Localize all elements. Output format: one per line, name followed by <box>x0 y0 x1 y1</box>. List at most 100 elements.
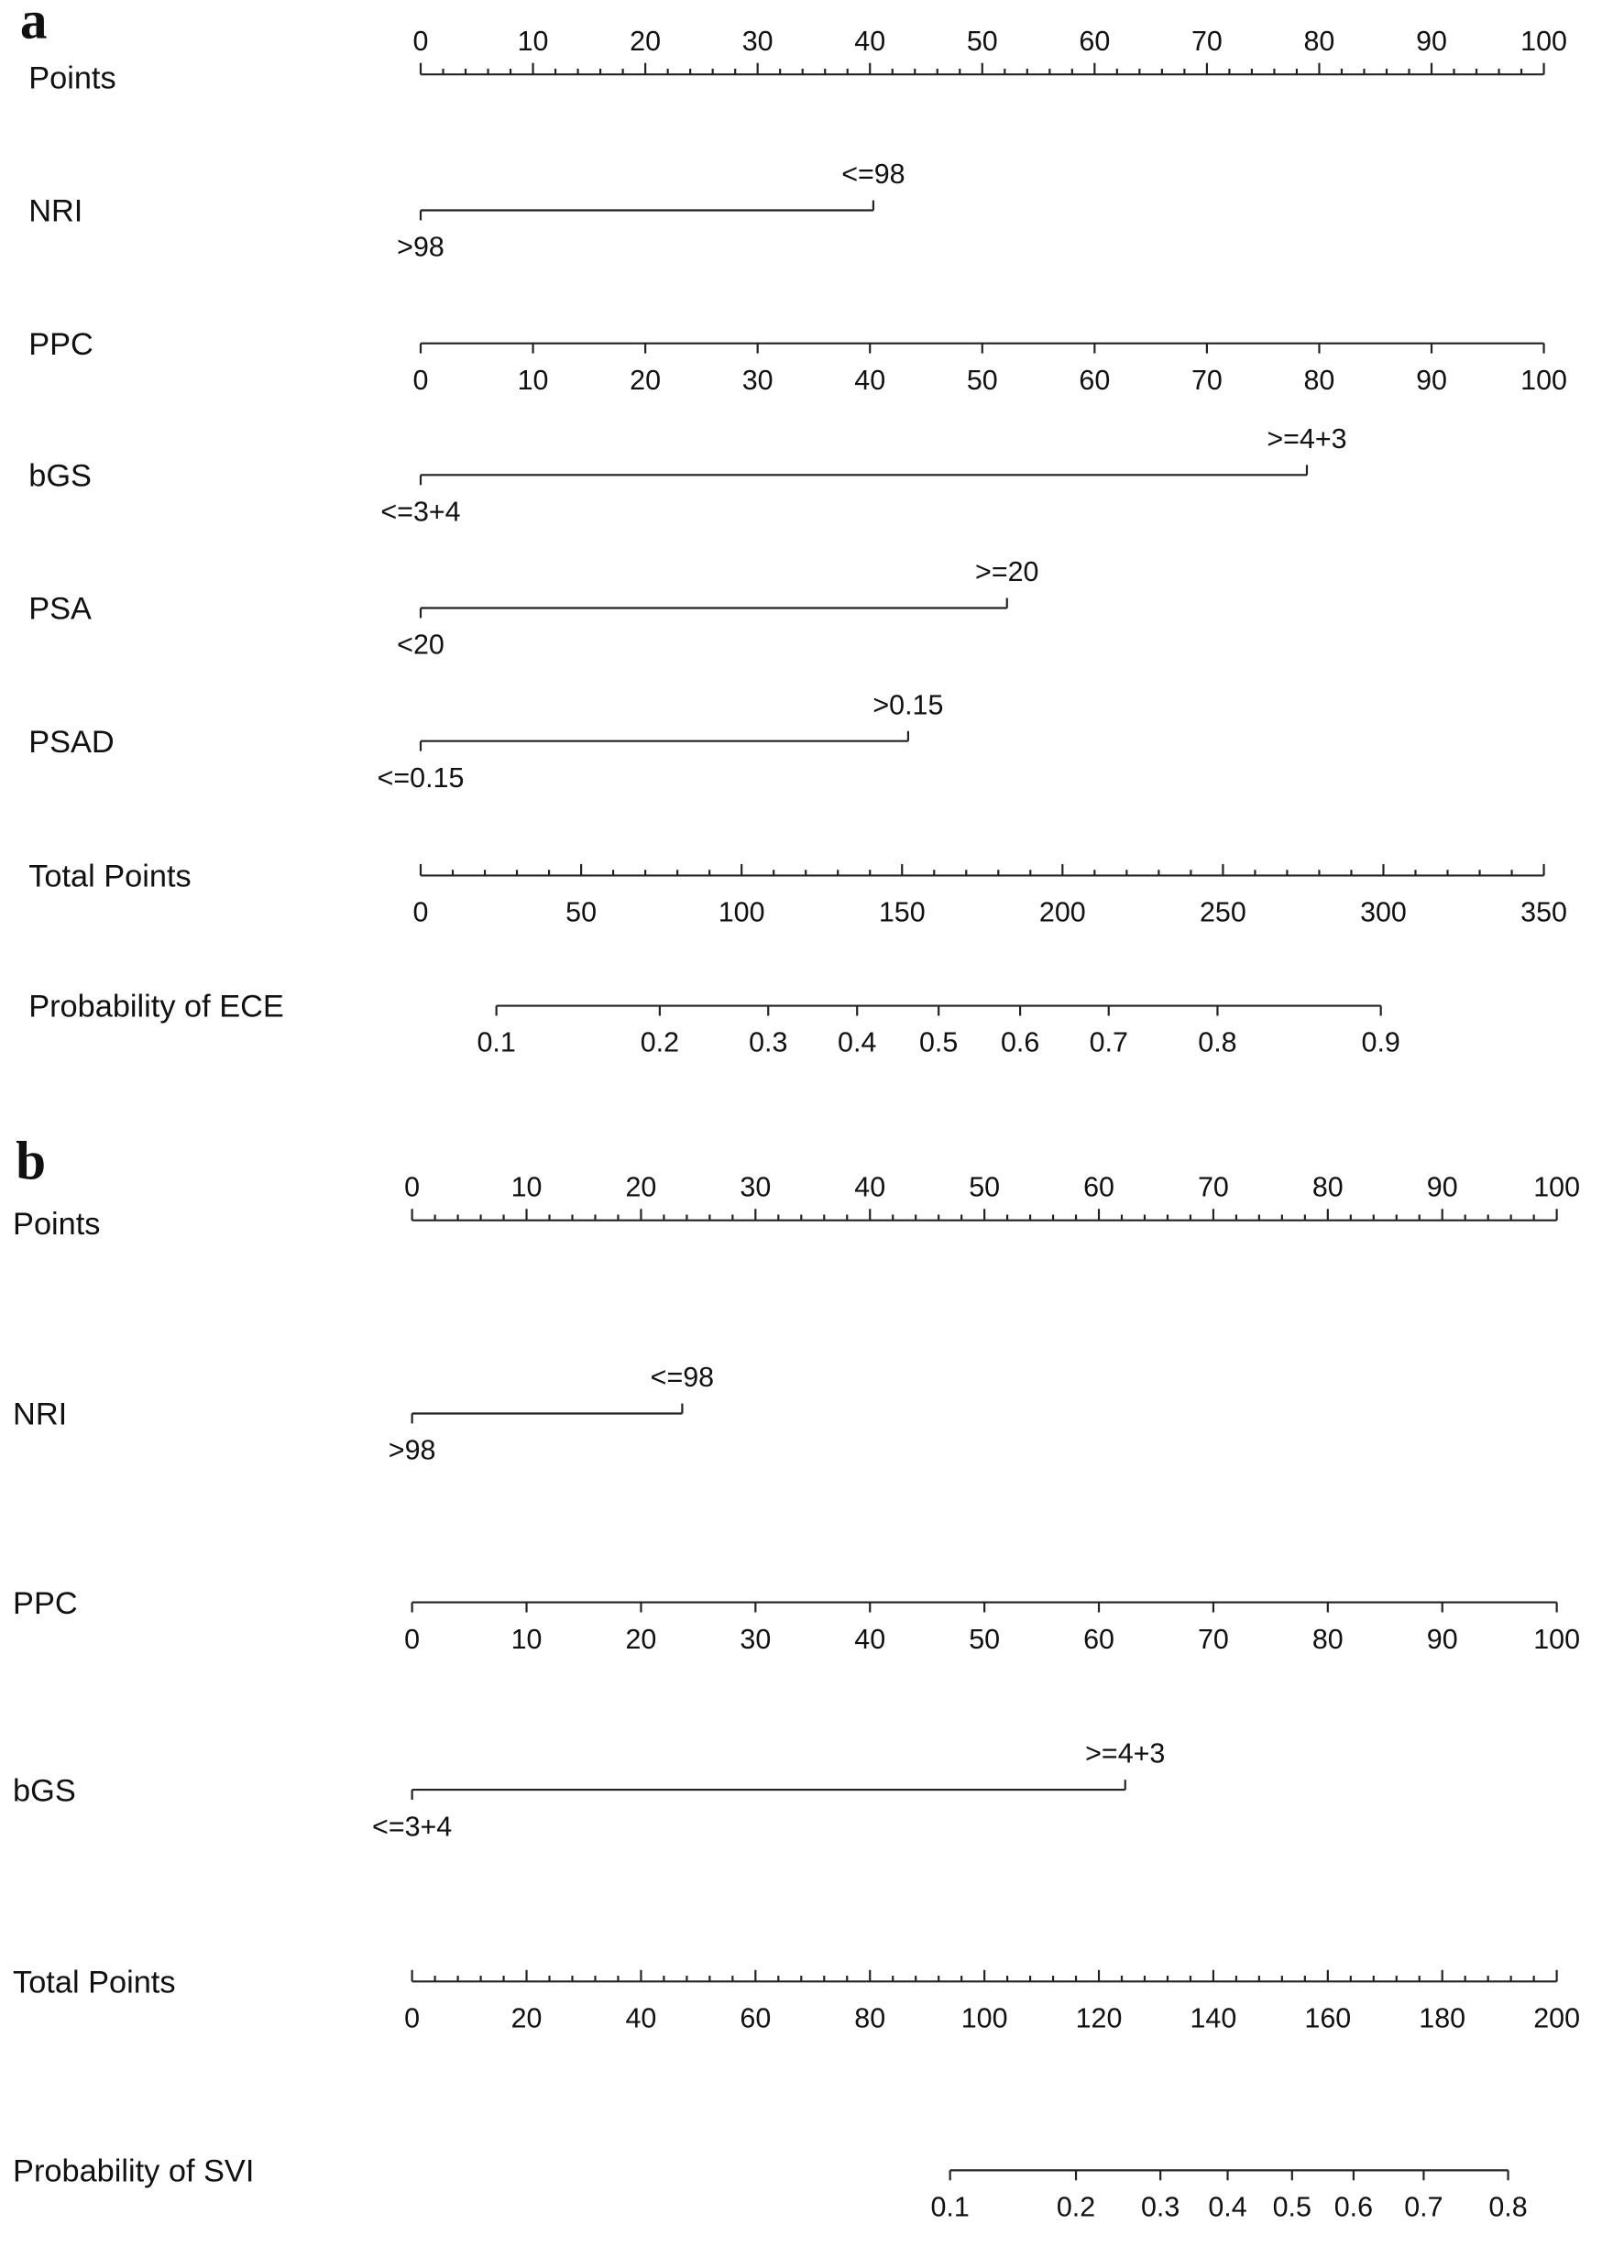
row-label: NRI <box>13 1397 67 1432</box>
tick-label: 0.3 <box>1141 2192 1180 2223</box>
tick-label: 90 <box>1416 365 1447 396</box>
level-label: <=98 <box>651 1362 714 1393</box>
tick-label: 80 <box>1312 1171 1344 1202</box>
tick-label: 70 <box>1198 1171 1229 1202</box>
tick-label: 180 <box>1419 2002 1465 2033</box>
tick-label: 0.4 <box>1208 2192 1246 2223</box>
tick-label: 0 <box>404 2002 420 2033</box>
tick-label: 60 <box>1083 1624 1114 1655</box>
tick-label: 70 <box>1198 1624 1229 1655</box>
tick-label: 20 <box>626 1171 657 1202</box>
level-label: >0.15 <box>872 689 943 720</box>
tick-label: 0 <box>404 1624 420 1655</box>
tick-label: 150 <box>879 897 926 928</box>
tick-label: 40 <box>854 1171 885 1202</box>
tick-label: 20 <box>630 26 661 57</box>
row-label: bGS <box>13 1773 76 1808</box>
row-label: PPC <box>13 1586 78 1621</box>
tick-label: 10 <box>511 1171 543 1202</box>
tick-label: 30 <box>742 365 774 396</box>
level-label: <=3+4 <box>380 497 460 528</box>
tick-label: 100 <box>1520 26 1567 57</box>
tick-label: 10 <box>511 1624 543 1655</box>
tick-label: 100 <box>1533 1171 1580 1202</box>
row-label: PSA <box>28 592 92 627</box>
tick-label: 0.9 <box>1362 1027 1400 1058</box>
level-label: >=4+3 <box>1267 423 1346 455</box>
tick-label: 0.3 <box>749 1027 787 1058</box>
tick-label: 120 <box>1076 2002 1123 2033</box>
tick-label: 80 <box>1304 365 1335 396</box>
tick-label: 0.8 <box>1198 1027 1236 1058</box>
tick-label: 40 <box>854 26 885 57</box>
tick-label: 80 <box>854 2002 885 2033</box>
tick-label: 100 <box>1533 1624 1580 1655</box>
panel-letter: b <box>16 1130 46 1190</box>
tick-label: 0.7 <box>1404 2192 1443 2223</box>
tick-label: 300 <box>1360 897 1407 928</box>
tick-label: 0.2 <box>641 1027 679 1058</box>
tick-label: 60 <box>1083 1171 1114 1202</box>
tick-label: 0.6 <box>1334 2192 1373 2223</box>
tick-label: 90 <box>1427 1171 1458 1202</box>
tick-label: 0.6 <box>1001 1027 1039 1058</box>
tick-label: 40 <box>626 2002 657 2033</box>
tick-label: 0.2 <box>1057 2192 1095 2223</box>
tick-label: 140 <box>1191 2002 1237 2033</box>
level-label: >=20 <box>975 556 1038 587</box>
tick-label: 90 <box>1416 26 1447 57</box>
tick-label: 250 <box>1200 897 1246 928</box>
level-label: >98 <box>397 232 444 263</box>
tick-label: 50 <box>969 1624 1000 1655</box>
tick-label: 50 <box>967 365 998 396</box>
tick-label: 30 <box>740 1624 771 1655</box>
tick-label: 70 <box>1191 365 1223 396</box>
row-label: Probability of ECE <box>28 990 284 1024</box>
tick-label: 0 <box>413 365 429 396</box>
tick-label: 60 <box>1079 26 1110 57</box>
tick-label: 0 <box>404 1171 420 1202</box>
tick-label: 30 <box>740 1171 771 1202</box>
row-label: Total Points <box>28 860 191 894</box>
tick-label: 90 <box>1427 1624 1458 1655</box>
tick-label: 30 <box>742 26 774 57</box>
tick-label: 10 <box>518 365 549 396</box>
tick-label: 200 <box>1533 2002 1580 2033</box>
level-label: <=0.15 <box>378 762 465 794</box>
tick-label: 160 <box>1304 2002 1351 2033</box>
tick-label: 200 <box>1039 897 1086 928</box>
row-label: Points <box>28 61 115 96</box>
tick-label: 60 <box>740 2002 771 2033</box>
tick-label: 50 <box>969 1171 1000 1202</box>
level-label: <=3+4 <box>372 1811 452 1842</box>
row-label: Total Points <box>13 1965 175 2000</box>
panel-letter: a <box>20 0 48 50</box>
tick-label: 0.1 <box>931 2192 970 2223</box>
tick-label: 70 <box>1191 26 1223 57</box>
tick-label: 100 <box>719 897 765 928</box>
tick-label: 50 <box>565 897 597 928</box>
row-label: PSAD <box>28 725 114 760</box>
tick-label: 0.4 <box>838 1027 876 1058</box>
row-label: PPC <box>28 327 93 362</box>
tick-label: 0.5 <box>919 1027 958 1058</box>
tick-label: 0 <box>413 26 429 57</box>
level-label: <20 <box>397 630 444 661</box>
row-label: Points <box>13 1207 100 1242</box>
row-label: bGS <box>28 459 92 494</box>
tick-label: 20 <box>630 365 661 396</box>
level-label: <=98 <box>841 159 905 190</box>
tick-label: 60 <box>1079 365 1110 396</box>
row-label: Probability of SVI <box>13 2154 254 2189</box>
tick-label: 0.8 <box>1488 2192 1527 2223</box>
tick-label: 100 <box>961 2002 1008 2033</box>
tick-label: 40 <box>854 365 885 396</box>
tick-label: 20 <box>511 2002 543 2033</box>
level-label: >98 <box>389 1435 436 1466</box>
tick-label: 40 <box>854 1624 885 1655</box>
tick-label: 80 <box>1304 26 1335 57</box>
tick-label: 10 <box>518 26 549 57</box>
tick-label: 0.5 <box>1273 2192 1311 2223</box>
